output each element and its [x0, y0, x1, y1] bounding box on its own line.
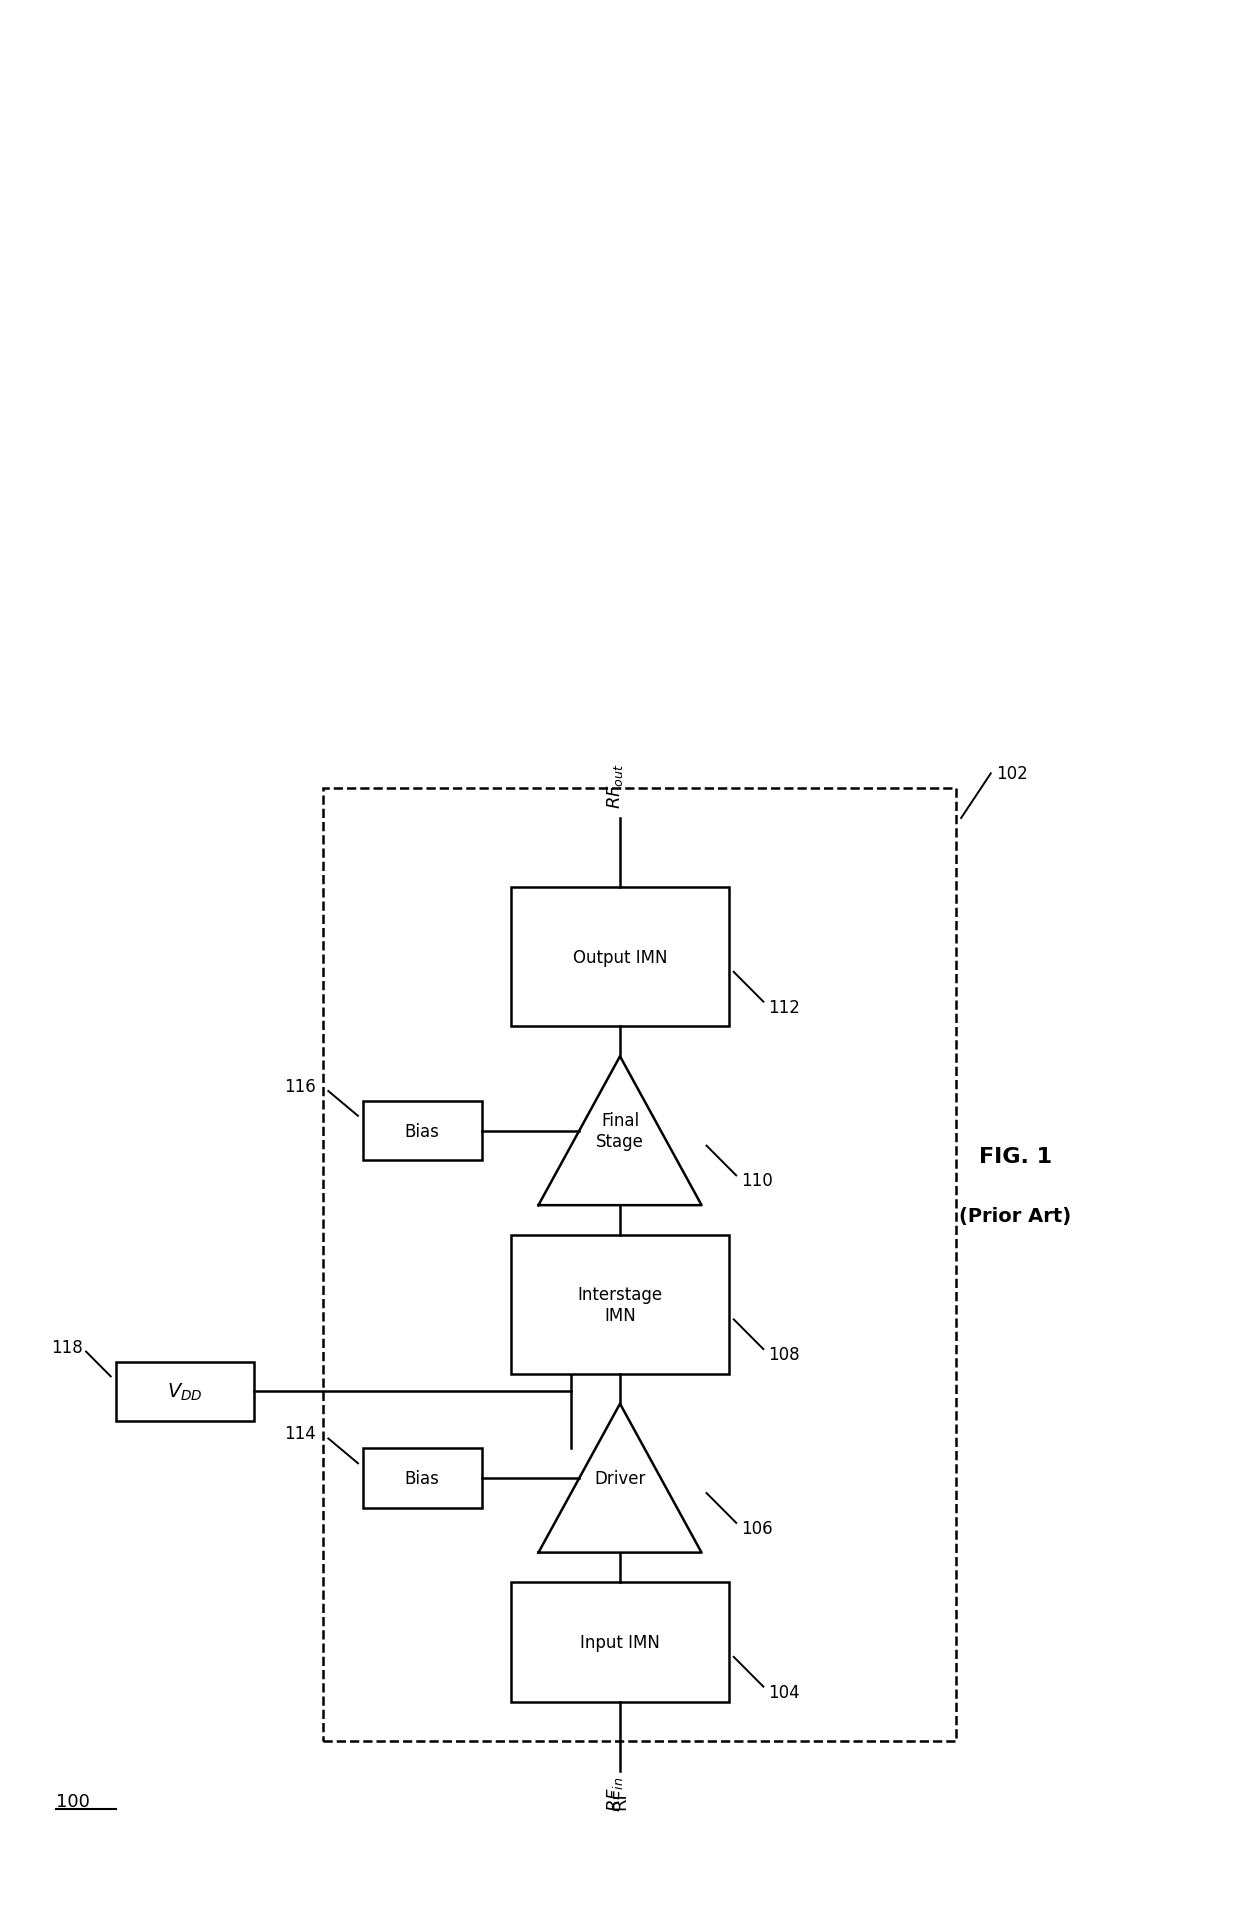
Text: 114: 114: [284, 1425, 315, 1444]
Text: $RF_{in}$: $RF_{in}$: [605, 1775, 625, 1812]
Text: Output IMN: Output IMN: [573, 948, 667, 967]
Bar: [511, 889, 729, 1028]
Text: 106: 106: [742, 1520, 773, 1537]
Text: $V_{DD}$: $V_{DD}$: [167, 1381, 203, 1402]
Text: 102: 102: [996, 765, 1028, 784]
Text: 100: 100: [56, 1793, 91, 1810]
Bar: [511, 1583, 729, 1701]
Text: FIG. 1: FIG. 1: [978, 1146, 1052, 1165]
Text: Final
Stage: Final Stage: [596, 1112, 644, 1150]
Text: (Prior Art): (Prior Art): [960, 1205, 1071, 1224]
Bar: [324, 789, 956, 1741]
Text: RF: RF: [611, 1787, 629, 1808]
Text: 116: 116: [284, 1077, 315, 1095]
Text: $RF_{out}$: $RF_{out}$: [605, 763, 625, 809]
Text: 112: 112: [769, 997, 800, 1016]
Bar: [363, 1449, 481, 1508]
Text: Interstage
IMN: Interstage IMN: [578, 1285, 662, 1323]
Text: 110: 110: [742, 1171, 773, 1190]
Bar: [115, 1362, 254, 1421]
Text: Driver: Driver: [594, 1470, 646, 1487]
Bar: [511, 1236, 729, 1375]
Text: Bias: Bias: [404, 1121, 440, 1140]
Text: Input IMN: Input IMN: [580, 1632, 660, 1651]
Bar: [363, 1102, 481, 1161]
Text: Bias: Bias: [404, 1470, 440, 1487]
Text: 108: 108: [769, 1344, 800, 1364]
Text: 104: 104: [769, 1682, 800, 1701]
Text: 118: 118: [51, 1339, 83, 1356]
